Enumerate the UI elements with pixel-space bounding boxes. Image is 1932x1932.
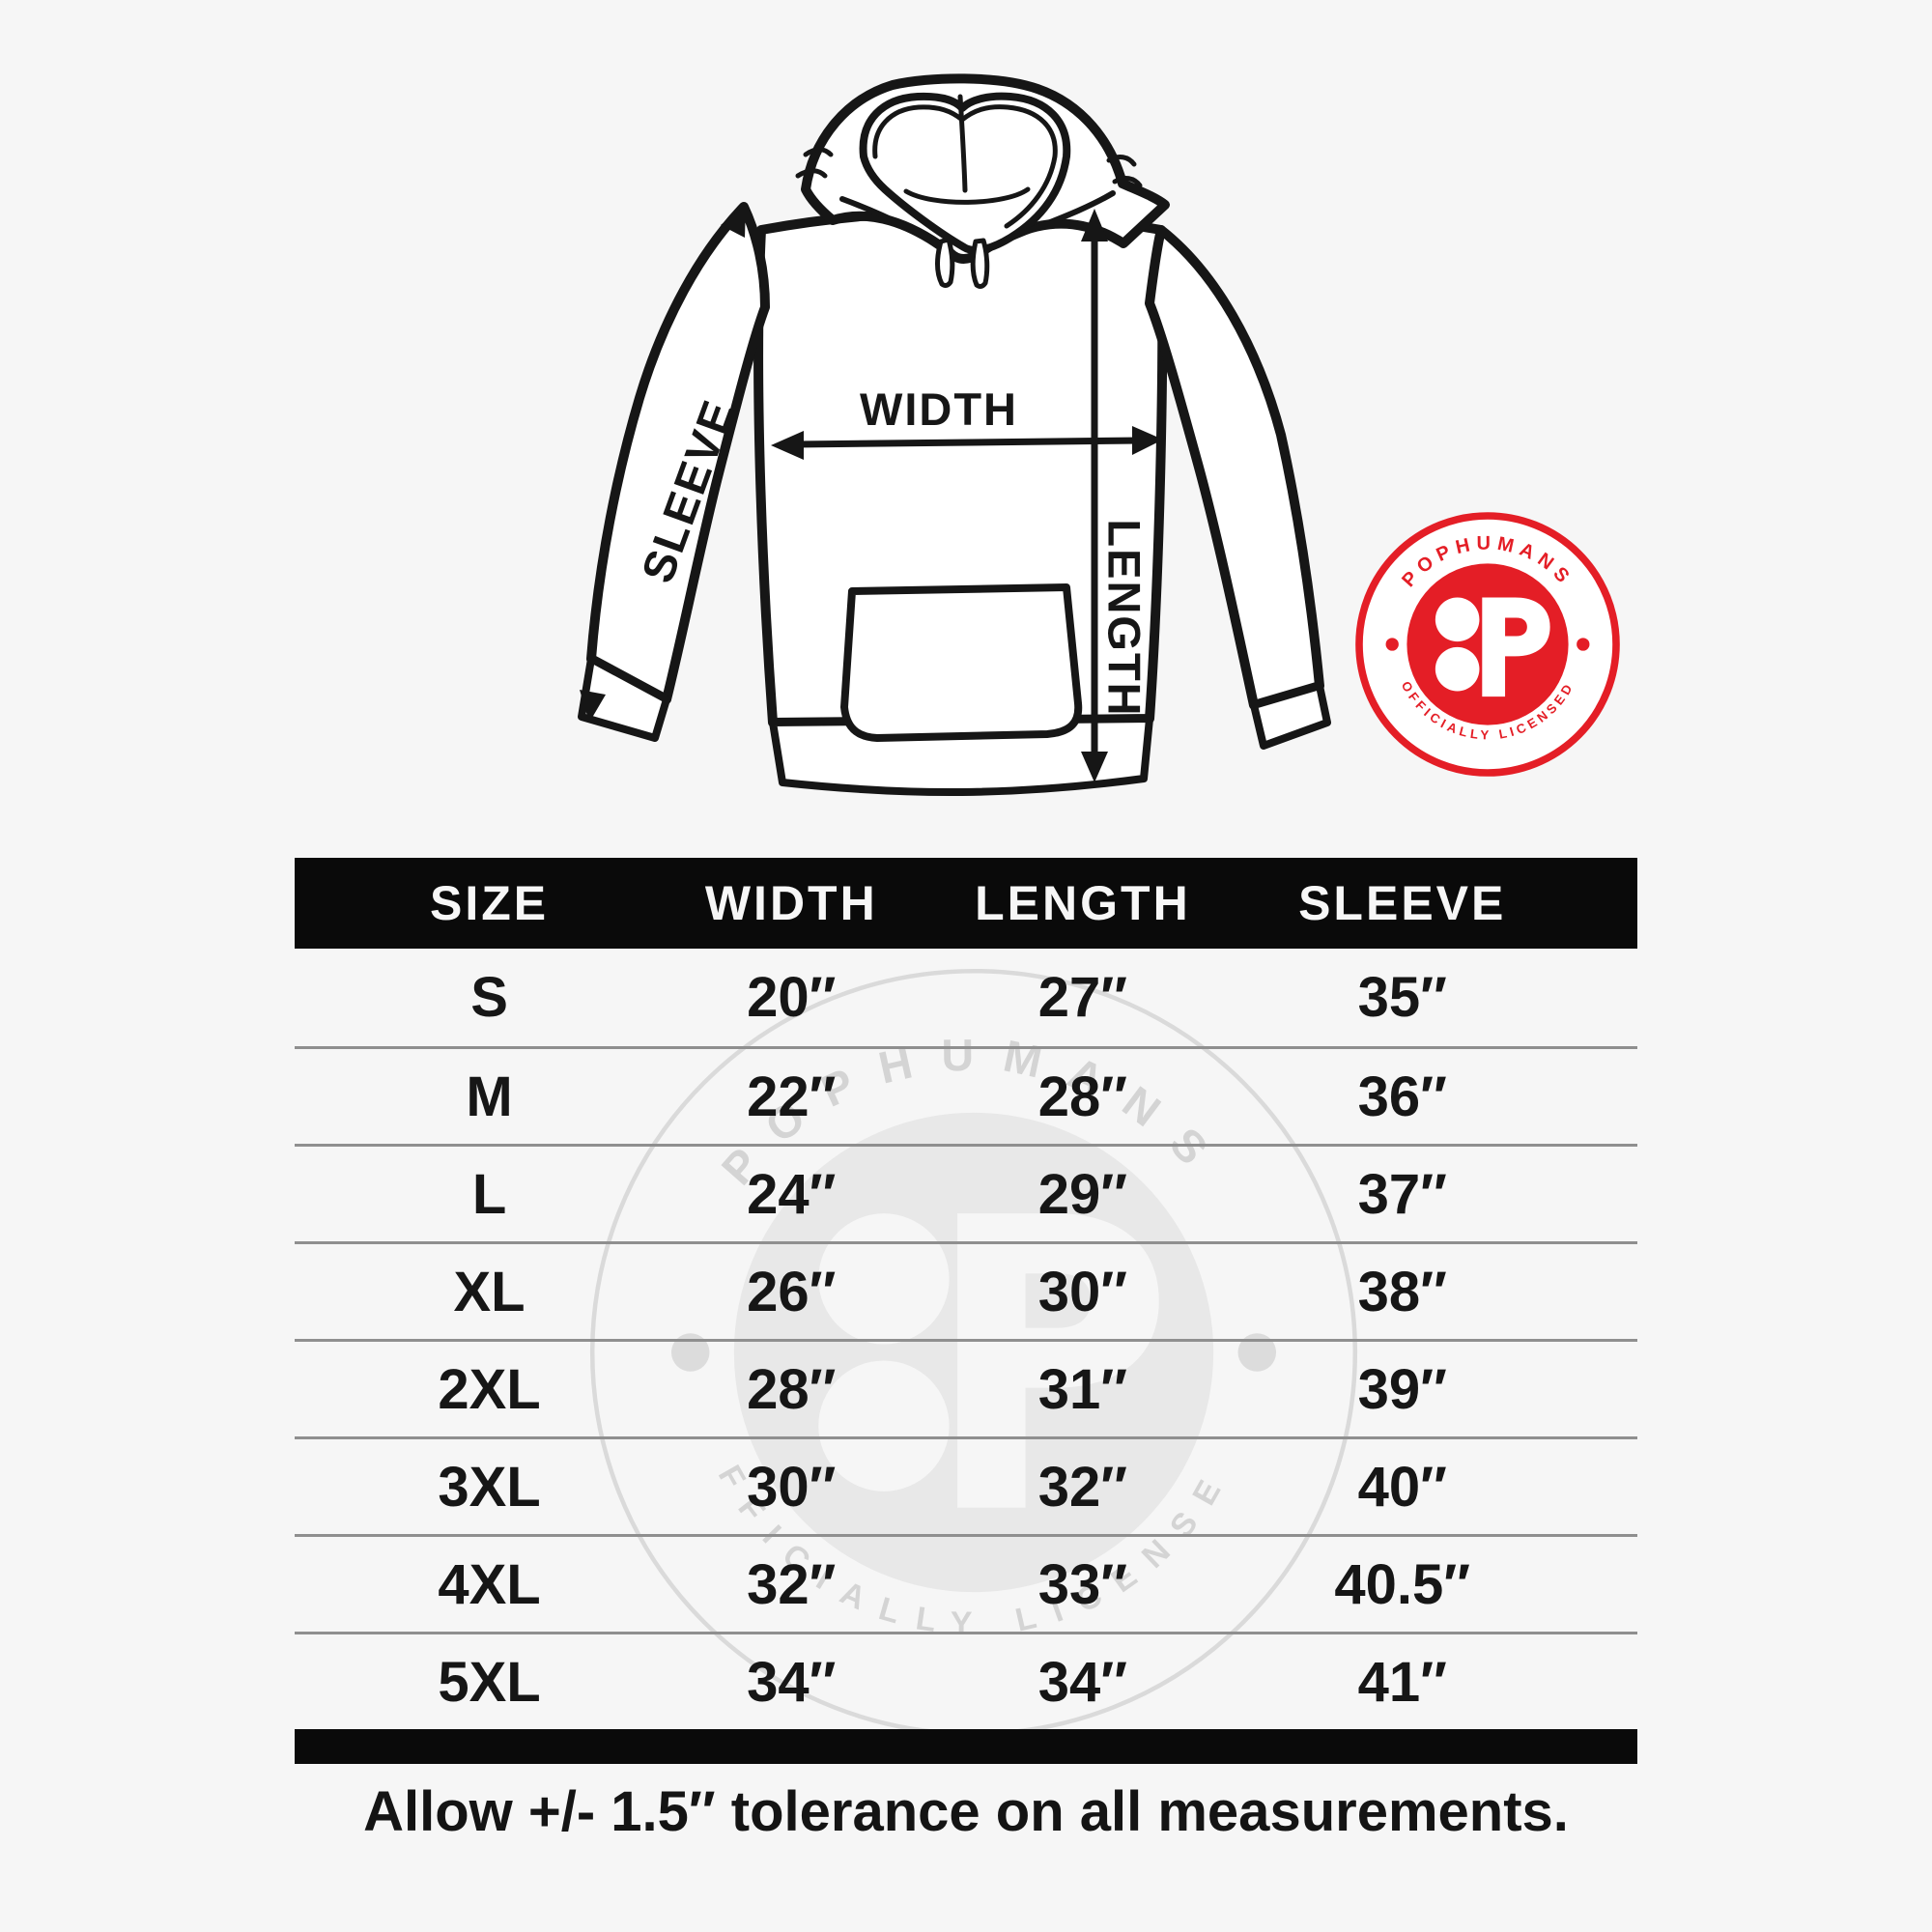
logo-p-icon (1482, 597, 1550, 697)
cell-length: 29″ (1037, 1162, 1128, 1226)
cell-sleeve: 39″ (1357, 1357, 1447, 1421)
cell-size: XL (453, 1260, 526, 1323)
table-header-row: SIZE WIDTH LENGTH SLEEVE (295, 858, 1637, 949)
length-arrow (1081, 209, 1108, 782)
width-label: WIDTH (860, 384, 1018, 435)
cell-sleeve: 41″ (1357, 1650, 1447, 1714)
cell-width: 28″ (747, 1357, 837, 1421)
cell-length: 33″ (1037, 1552, 1128, 1616)
hoodie-diagram: WIDTH LENGTH SLEEVE (578, 73, 1331, 797)
hoodie-pocket (840, 583, 1083, 742)
logo-colon-dot-icon (1435, 597, 1480, 642)
length-label: LENGTH (1099, 519, 1151, 717)
hoodie-right-cuff (1250, 682, 1331, 750)
hood-drawstring (970, 238, 990, 289)
table-bottom-bar (295, 1729, 1637, 1764)
cell-sleeve: 36″ (1357, 1065, 1447, 1128)
hoodie-left-sleeve (586, 202, 770, 704)
cell-width: 34″ (747, 1650, 837, 1714)
hood-center-seam (957, 94, 968, 193)
cell-sleeve: 37″ (1357, 1162, 1447, 1226)
cell-length: 34″ (1037, 1650, 1128, 1714)
logo-colon-dot-icon (818, 1213, 950, 1345)
hood-drawstring (934, 237, 955, 288)
cell-sleeve: 35″ (1357, 966, 1447, 1029)
cell-length: 32″ (1037, 1455, 1128, 1519)
size-chart-table: SIZE WIDTH LENGTH SLEEVE S 20″ 27″ 35″ M… (295, 858, 1637, 1764)
cell-size: S (470, 966, 508, 1029)
cell-width: 24″ (747, 1162, 837, 1226)
size-chart-rows: S 20″ 27″ 35″ M 22″ 28″ 36″ L 24″ 29″ 37… (295, 949, 1637, 1729)
cell-size: M (466, 1065, 513, 1128)
cell-sleeve: 38″ (1357, 1260, 1447, 1323)
cell-length: 31″ (1037, 1357, 1128, 1421)
sleeve-arrow (580, 205, 746, 723)
table-row: 5XL 34″ 34″ 41″ (295, 1632, 1637, 1729)
hood-neck-seam (903, 186, 1031, 205)
table-row: L 24″ 29″ 37″ (295, 1144, 1637, 1241)
logo-colon-dot-icon (1435, 646, 1480, 692)
table-row: 3XL 30″ 32″ 40″ (295, 1436, 1637, 1534)
table-row: S 20″ 27″ 35″ (295, 949, 1637, 1046)
cell-sleeve: 40.5″ (1334, 1552, 1471, 1616)
column-header-sleeve: SLEEVE (1298, 876, 1507, 930)
cell-size: 4XL (438, 1552, 541, 1616)
cell-width: 22″ (747, 1065, 837, 1128)
column-header-width: WIDTH (704, 876, 878, 930)
tolerance-note: Allow +/- 1.5″ tolerance on all measurem… (363, 1780, 1569, 1843)
cell-width: 26″ (747, 1260, 837, 1323)
cell-size: 5XL (438, 1650, 541, 1714)
pophumans-badge: POPHUMANS OFFICIALLY LICENSED (1355, 512, 1620, 777)
table-row: 4XL 32″ 33″ 40.5″ (295, 1534, 1637, 1632)
table-row: XL 26″ 30″ 38″ (295, 1241, 1637, 1339)
cell-length: 28″ (1037, 1065, 1128, 1128)
cell-size: 3XL (438, 1455, 541, 1519)
hoodie-right-sleeve (1145, 225, 1324, 710)
cell-sleeve: 40″ (1357, 1455, 1447, 1519)
column-header-length: LENGTH (975, 876, 1191, 930)
logo-colon-dot-icon (818, 1360, 950, 1492)
logo-p-icon (957, 1213, 1159, 1508)
cell-width: 32″ (747, 1552, 837, 1616)
table-row: 2XL 28″ 31″ 39″ (295, 1339, 1637, 1436)
width-arrow (771, 426, 1163, 460)
column-header-size: SIZE (429, 876, 550, 930)
cell-size: 2XL (438, 1357, 541, 1421)
cell-length: 27″ (1037, 966, 1128, 1029)
cell-length: 30″ (1037, 1260, 1128, 1323)
cell-size: L (471, 1162, 507, 1226)
table-row: M 22″ 28″ 36″ (295, 1046, 1637, 1144)
cell-width: 30″ (747, 1455, 837, 1519)
cell-width: 20″ (747, 966, 837, 1029)
